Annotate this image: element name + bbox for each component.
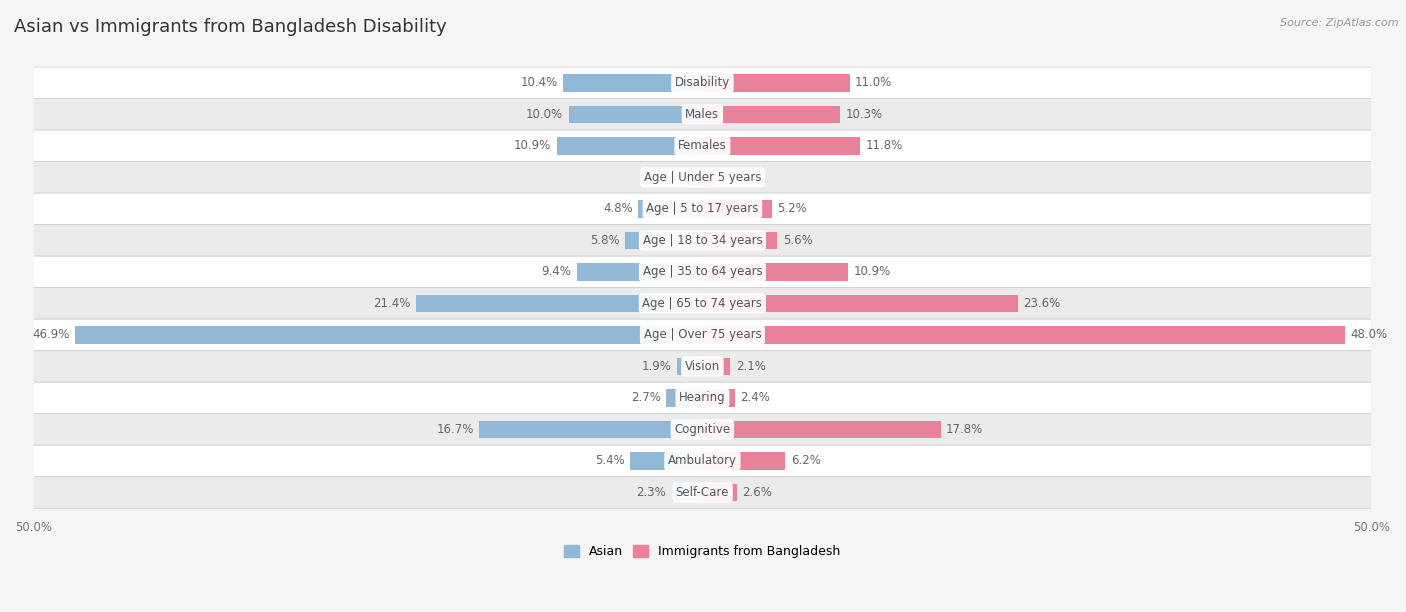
Text: 10.0%: 10.0% xyxy=(526,108,564,121)
Text: Disability: Disability xyxy=(675,76,730,89)
FancyBboxPatch shape xyxy=(34,414,1371,445)
Bar xyxy=(416,295,703,312)
Bar xyxy=(576,263,703,280)
Text: 17.8%: 17.8% xyxy=(946,423,983,436)
Text: 10.4%: 10.4% xyxy=(520,76,558,89)
Bar xyxy=(703,232,778,249)
Text: 16.7%: 16.7% xyxy=(436,423,474,436)
Bar xyxy=(688,169,703,186)
FancyBboxPatch shape xyxy=(34,445,1371,477)
FancyBboxPatch shape xyxy=(34,162,1371,193)
Bar xyxy=(703,295,1018,312)
FancyBboxPatch shape xyxy=(34,67,1371,99)
Text: Source: ZipAtlas.com: Source: ZipAtlas.com xyxy=(1281,18,1399,28)
Text: 4.8%: 4.8% xyxy=(603,203,633,215)
Text: 1.9%: 1.9% xyxy=(641,360,672,373)
Bar xyxy=(568,106,703,123)
Text: 5.4%: 5.4% xyxy=(595,455,624,468)
Bar xyxy=(676,358,703,375)
Bar xyxy=(703,137,860,155)
Text: Age | 35 to 64 years: Age | 35 to 64 years xyxy=(643,266,762,278)
Text: 2.1%: 2.1% xyxy=(735,360,766,373)
Text: 2.3%: 2.3% xyxy=(637,486,666,499)
Bar xyxy=(703,263,848,280)
Text: 2.4%: 2.4% xyxy=(740,392,769,405)
Text: 0.85%: 0.85% xyxy=(718,171,756,184)
Text: Hearing: Hearing xyxy=(679,392,725,405)
Bar xyxy=(703,74,849,92)
Text: Females: Females xyxy=(678,140,727,152)
Bar xyxy=(624,232,703,249)
Bar xyxy=(557,137,703,155)
Bar xyxy=(703,200,772,218)
Text: Cognitive: Cognitive xyxy=(675,423,731,436)
Text: 2.6%: 2.6% xyxy=(742,486,772,499)
Text: Self-Care: Self-Care xyxy=(676,486,730,499)
Text: Ambulatory: Ambulatory xyxy=(668,455,737,468)
Text: 23.6%: 23.6% xyxy=(1024,297,1060,310)
Bar xyxy=(479,421,703,438)
Text: Males: Males xyxy=(685,108,720,121)
Text: Age | 5 to 17 years: Age | 5 to 17 years xyxy=(647,203,759,215)
FancyBboxPatch shape xyxy=(34,382,1371,414)
Text: 10.3%: 10.3% xyxy=(845,108,883,121)
Bar xyxy=(630,452,703,469)
Text: Age | Under 5 years: Age | Under 5 years xyxy=(644,171,761,184)
Bar xyxy=(703,421,941,438)
Text: 1.1%: 1.1% xyxy=(652,171,682,184)
FancyBboxPatch shape xyxy=(34,130,1371,162)
Text: 48.0%: 48.0% xyxy=(1350,329,1388,341)
Bar xyxy=(703,389,734,406)
Text: Vision: Vision xyxy=(685,360,720,373)
Bar xyxy=(703,106,841,123)
FancyBboxPatch shape xyxy=(34,288,1371,319)
Text: 5.6%: 5.6% xyxy=(783,234,813,247)
FancyBboxPatch shape xyxy=(34,319,1371,351)
FancyBboxPatch shape xyxy=(34,99,1371,130)
Bar xyxy=(703,326,1344,343)
Text: 5.2%: 5.2% xyxy=(778,203,807,215)
Legend: Asian, Immigrants from Bangladesh: Asian, Immigrants from Bangladesh xyxy=(560,540,845,563)
Text: 21.4%: 21.4% xyxy=(374,297,411,310)
Bar xyxy=(672,484,703,501)
Text: Asian vs Immigrants from Bangladesh Disability: Asian vs Immigrants from Bangladesh Disa… xyxy=(14,18,447,36)
Bar xyxy=(75,326,703,343)
Text: 11.0%: 11.0% xyxy=(855,76,893,89)
Bar xyxy=(564,74,703,92)
Text: 10.9%: 10.9% xyxy=(515,140,551,152)
FancyBboxPatch shape xyxy=(34,256,1371,288)
Text: 6.2%: 6.2% xyxy=(790,455,821,468)
Bar xyxy=(703,484,737,501)
Text: Age | Over 75 years: Age | Over 75 years xyxy=(644,329,761,341)
Bar xyxy=(703,358,731,375)
Text: Age | 65 to 74 years: Age | 65 to 74 years xyxy=(643,297,762,310)
Text: Age | 18 to 34 years: Age | 18 to 34 years xyxy=(643,234,762,247)
Bar xyxy=(666,389,703,406)
Bar xyxy=(703,452,786,469)
Bar xyxy=(703,169,714,186)
Text: 46.9%: 46.9% xyxy=(32,329,70,341)
FancyBboxPatch shape xyxy=(34,351,1371,382)
Text: 5.8%: 5.8% xyxy=(591,234,620,247)
Text: 10.9%: 10.9% xyxy=(853,266,891,278)
Text: 2.7%: 2.7% xyxy=(631,392,661,405)
Text: 11.8%: 11.8% xyxy=(866,140,903,152)
FancyBboxPatch shape xyxy=(34,193,1371,225)
Bar xyxy=(638,200,703,218)
FancyBboxPatch shape xyxy=(34,225,1371,256)
Text: 9.4%: 9.4% xyxy=(541,266,571,278)
FancyBboxPatch shape xyxy=(34,477,1371,508)
